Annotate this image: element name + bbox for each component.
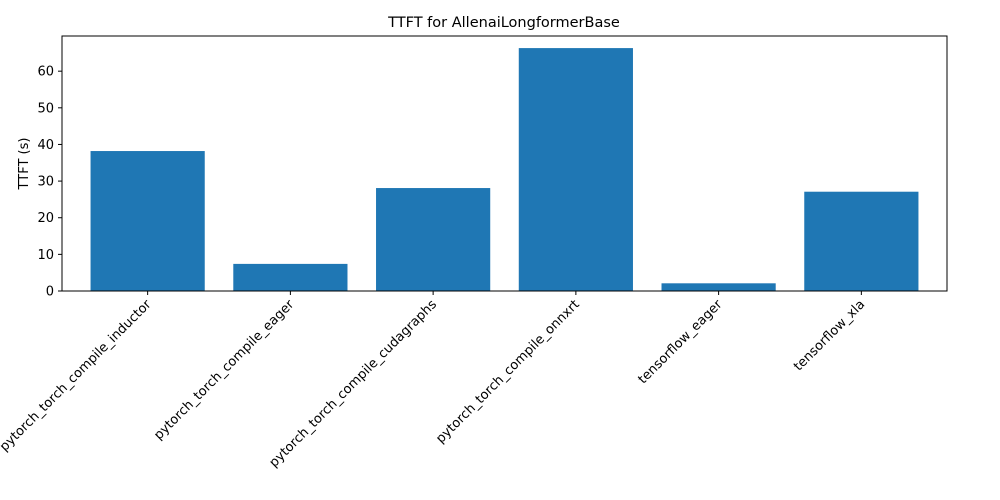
y-tick-label: 40 <box>37 138 54 153</box>
y-tick-label: 0 <box>46 285 54 300</box>
bars-group <box>90 48 919 292</box>
bar-pytorch_torch_compile_onnxrt <box>518 48 633 292</box>
bar-tensorflow_eager <box>661 283 776 291</box>
bar-pytorch_torch_compile_cudagraphs <box>376 188 491 291</box>
x-tick-label: tensorflow_eager <box>635 297 725 387</box>
plot-frame <box>61 35 948 292</box>
x-tick-label: pytorch_torch_compile_onnxrt <box>433 297 582 446</box>
bar-pytorch_torch_compile_inductor <box>90 151 205 291</box>
x-tick-label: tensorflow_xla <box>791 297 868 374</box>
y-tick-label: 30 <box>37 175 54 190</box>
y-axis: 0 10 20 30 40 50 60 <box>37 65 62 300</box>
y-tick-label: 50 <box>37 101 54 116</box>
bar-pytorch_torch_compile_eager <box>233 263 348 291</box>
x-tick-label: pytorch_torch_compile_cudagraphs <box>267 297 440 470</box>
x-tick-label: pytorch_torch_compile_eager <box>151 297 297 443</box>
y-tick-label: 60 <box>37 65 54 80</box>
y-tick-label: 10 <box>37 248 54 263</box>
x-tick-label: pytorch_torch_compile_inductor <box>0 297 155 455</box>
y-tick-label: 20 <box>37 211 54 226</box>
y-axis-label: TTFT (s) <box>17 138 32 191</box>
x-axis: pytorch_torch_compile_inductorpytorch_to… <box>0 291 868 471</box>
chart-title: TTFT for AllenaiLongformerBase <box>387 15 620 31</box>
bar-tensorflow_xla <box>804 191 919 291</box>
